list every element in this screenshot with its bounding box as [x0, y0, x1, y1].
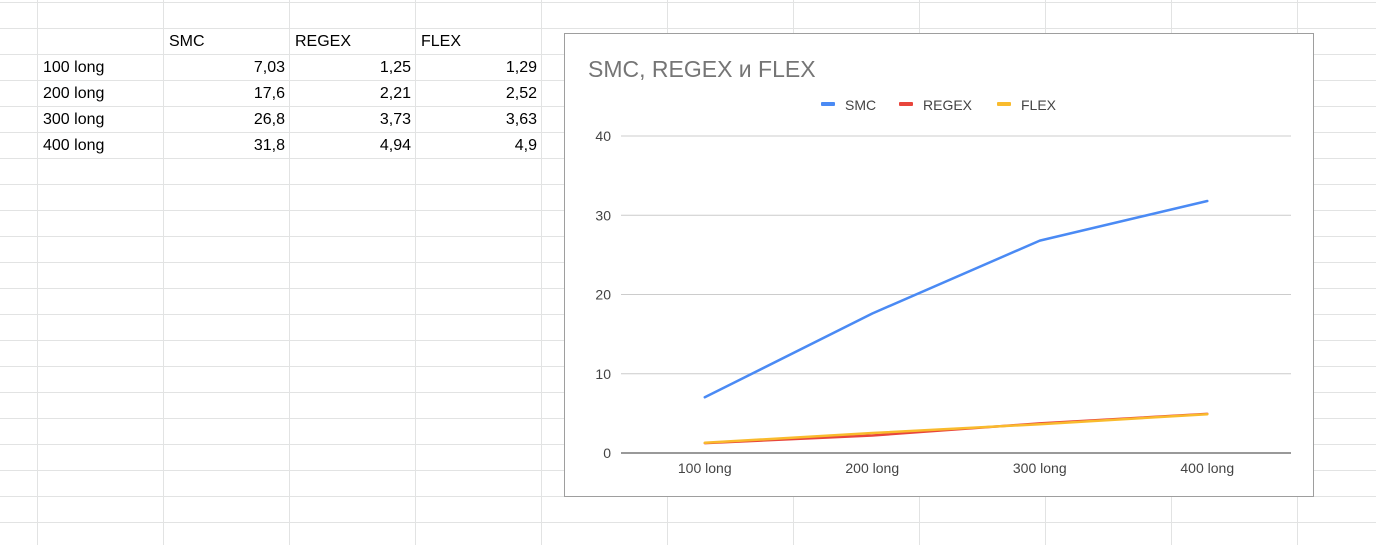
cell-regex-1[interactable]: 1,25 — [379, 59, 411, 76]
row-label-2[interactable]: 200 long — [43, 85, 105, 102]
y-tick-label: 0 — [603, 445, 611, 461]
legend-label-flex: FLEX — [1021, 97, 1057, 113]
legend-swatch-smc — [821, 102, 835, 106]
line-chart[interactable]: SMC, REGEX и FLEX SMC REGEX FLEX 0 10 20 30 40 10… — [564, 33, 1314, 497]
cell-smc-3[interactable]: 26,8 — [253, 111, 285, 128]
legend-swatch-regex — [899, 102, 913, 106]
column-header-smc[interactable]: SMC — [169, 33, 205, 50]
x-tick-label: 100 long — [678, 460, 732, 476]
series-line-flex — [703, 412, 1209, 445]
legend-swatch-flex — [997, 102, 1011, 106]
chart-canvas: SMC, REGEX и FLEX SMC REGEX FLEX 0 10 20 30 40 10… — [588, 56, 1291, 476]
cell-smc-1[interactable]: 7,03 — [253, 59, 285, 76]
y-tick-label: 30 — [595, 207, 611, 223]
y-tick-label: 40 — [595, 128, 611, 144]
cell-smc-2[interactable]: 17,6 — [253, 85, 285, 102]
cell-flex-2[interactable]: 2,52 — [505, 85, 537, 102]
x-tick-label: 200 long — [845, 460, 899, 476]
y-tick-label: 10 — [595, 366, 611, 382]
column-header-regex[interactable]: REGEX — [295, 33, 352, 50]
cell-smc-4[interactable]: 31,8 — [253, 137, 285, 154]
cell-regex-4[interactable]: 4,94 — [379, 137, 411, 154]
legend-label-regex: REGEX — [923, 97, 973, 113]
y-tick-label: 20 — [595, 287, 611, 303]
cell-flex-1[interactable]: 1,29 — [505, 59, 537, 76]
cell-flex-4[interactable]: 4,9 — [514, 137, 537, 154]
row-label-1[interactable]: 100 long — [43, 59, 105, 76]
cell-regex-3[interactable]: 3,73 — [379, 111, 411, 128]
column-header-flex[interactable]: FLEX — [421, 33, 462, 50]
legend-label-smc: SMC — [845, 97, 876, 113]
series-line-smc — [703, 199, 1209, 399]
cell-flex-3[interactable]: 3,63 — [505, 111, 537, 128]
x-tick-label: 400 long — [1180, 460, 1234, 476]
row-label-3[interactable]: 300 long — [43, 111, 105, 128]
chart-title: SMC, REGEX и FLEX — [588, 56, 816, 82]
row-label-4[interactable]: 400 long — [43, 137, 105, 154]
cell-regex-2[interactable]: 2,21 — [379, 85, 411, 102]
x-tick-label: 300 long — [1013, 460, 1067, 476]
